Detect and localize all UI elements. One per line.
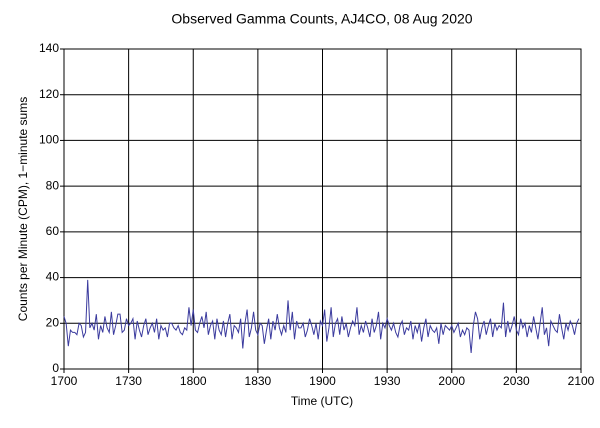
y-tick-label: 80 [46, 178, 60, 192]
x-tick-label: 2100 [568, 374, 595, 388]
x-tick-label: 1730 [115, 374, 142, 388]
x-axis-label: Time (UTC) [291, 394, 353, 408]
x-tick-label: 2030 [503, 374, 530, 388]
chart-title: Observed Gamma Counts, AJ4CO, 08 Aug 202… [171, 11, 472, 27]
x-tick-label: 1900 [309, 374, 336, 388]
x-tick-label: 1830 [245, 374, 272, 388]
y-tick-label: 100 [39, 133, 59, 147]
x-tick-label: 1800 [180, 374, 207, 388]
x-tick-label: 2000 [438, 374, 465, 388]
x-tick-label: 1700 [51, 374, 78, 388]
y-tick-label: 0 [52, 361, 59, 375]
x-tick-label: 1930 [374, 374, 401, 388]
data-line [63, 279, 580, 354]
y-tick-label: 140 [39, 41, 59, 55]
y-tick-label: 60 [46, 224, 60, 238]
y-tick-label: 20 [46, 315, 60, 329]
y-axis-label: Counts per Minute (CPM), 1−minute sums [16, 97, 30, 321]
y-tick-label: 40 [46, 270, 60, 284]
y-tick-label: 120 [39, 87, 59, 101]
